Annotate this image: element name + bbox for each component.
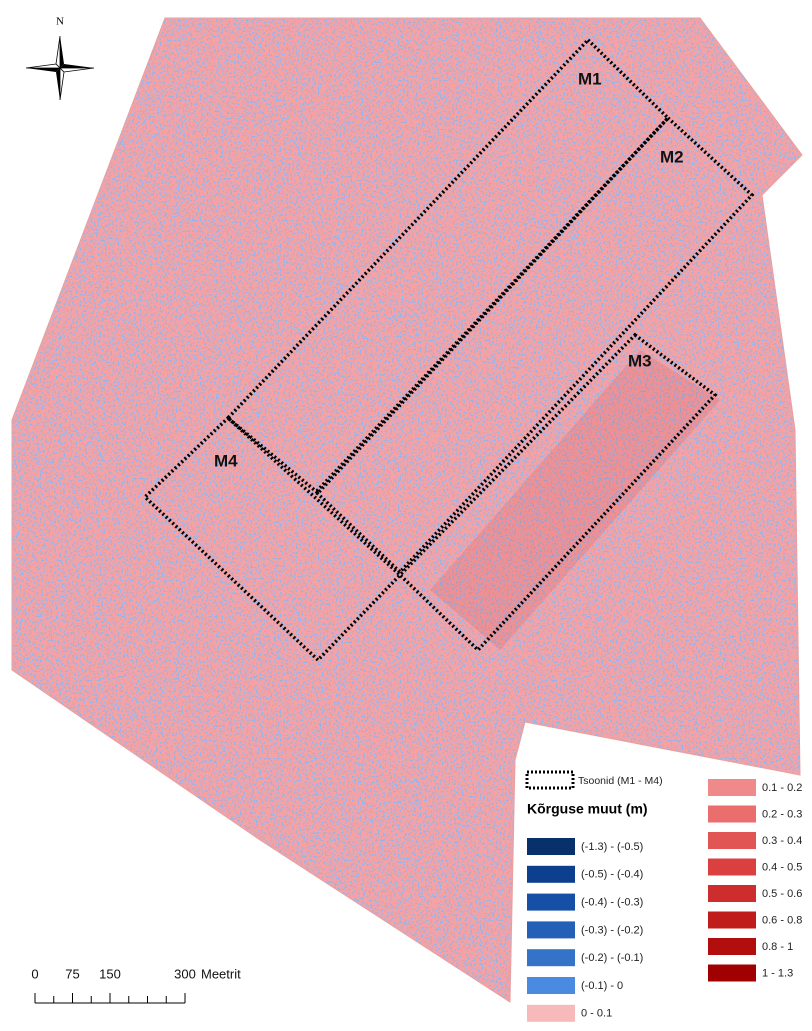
legend-swatch xyxy=(708,832,756,849)
legend-swatch xyxy=(708,806,756,823)
legend-label: (-0.1) - 0 xyxy=(581,980,623,992)
legend-label: 0.4 - 0.5 xyxy=(762,861,802,873)
legend-label: 0.8 - 1 xyxy=(762,941,793,953)
legend-label: 1 - 1.3 xyxy=(762,967,793,979)
legend-swatch xyxy=(527,949,575,966)
zone-label: M2 xyxy=(660,147,684,166)
legend-label: 0.5 - 0.6 xyxy=(762,888,802,900)
legend-title: Kõrguse muut (m) xyxy=(527,801,648,817)
legend-label: (-0.2) - (-0.1) xyxy=(581,952,643,964)
zone-label: M1 xyxy=(578,69,602,88)
legend-swatch xyxy=(708,885,756,902)
zone-label: M4 xyxy=(214,451,238,470)
legend-swatch xyxy=(527,921,575,938)
legend-swatch xyxy=(527,977,575,994)
scale-bar-label: 0 xyxy=(31,966,38,981)
scale-bar-label: 150 xyxy=(99,966,121,981)
north-label: N xyxy=(56,16,64,28)
legend-swatch xyxy=(708,965,756,982)
zone-label: M3 xyxy=(628,351,652,370)
map: M1 M2 M3 M4 N 0 75 150 300 Meetrit Tsoonid (… xyxy=(0,0,812,1026)
scale-bar-label: 75 xyxy=(65,966,79,981)
legend-label: 0.6 - 0.8 xyxy=(762,914,802,926)
legend-zone-label: Tsoonid (M1 - M4) xyxy=(578,775,663,787)
legend-label: 0.1 - 0.2 xyxy=(762,782,802,794)
legend-label: (-0.5) - (-0.4) xyxy=(581,869,643,881)
legend-swatch xyxy=(708,912,756,929)
scale-bar-unit: Meetrit xyxy=(201,966,241,981)
legend-swatch xyxy=(708,938,756,955)
legend-label: (-1.3) - (-0.5) xyxy=(581,841,643,853)
legend-label: (-0.4) - (-0.3) xyxy=(581,897,643,909)
legend-label: 0.2 - 0.3 xyxy=(762,808,802,820)
legend-swatch xyxy=(527,866,575,883)
legend-swatch xyxy=(527,1005,575,1022)
legend-label: 0 - 0.1 xyxy=(581,1008,612,1020)
scale-bar-label: 300 xyxy=(174,966,196,981)
legend-swatch xyxy=(527,894,575,911)
legend-label: (-0.3) - (-0.2) xyxy=(581,924,643,936)
legend-swatch xyxy=(527,838,575,855)
legend-label: 0.3 - 0.4 xyxy=(762,835,802,847)
legend-swatch xyxy=(708,779,756,796)
legend-swatch xyxy=(708,859,756,876)
